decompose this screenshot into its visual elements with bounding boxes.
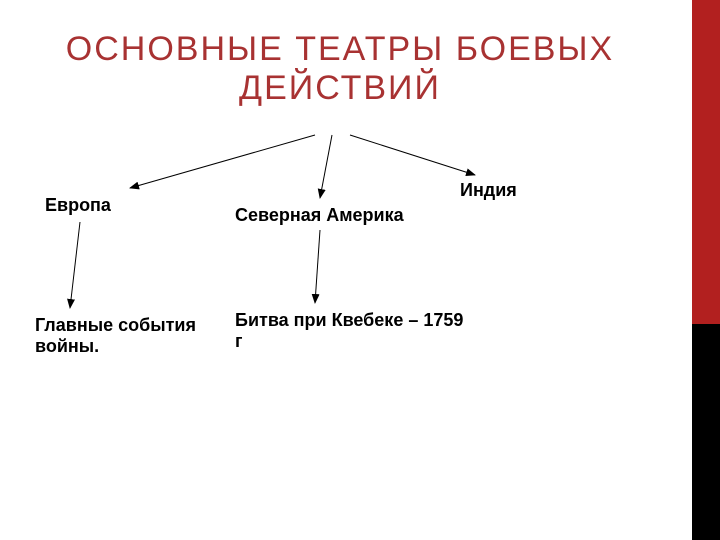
side-accent-bottom [692, 324, 720, 540]
diagram-node-namer: Северная Америка [235, 205, 455, 226]
diagram-node-europe: Европа [45, 195, 165, 216]
side-accent-stripe [692, 0, 720, 540]
edge-root-india [350, 135, 475, 175]
edge-root-namer [320, 135, 332, 198]
edge-europe-events [70, 222, 80, 308]
edge-namer-quebec [315, 230, 320, 303]
diagram-node-india: Индия [460, 180, 580, 201]
side-accent-top [692, 0, 720, 324]
slide-title: ОСНОВНЫЕ ТЕАТРЫ БОЕВЫХ ДЕЙСТВИЙ [0, 30, 680, 108]
slide: ОСНОВНЫЕ ТЕАТРЫ БОЕВЫХ ДЕЙСТВИЙ Европа Се… [0, 0, 720, 540]
diagram-node-events: Главные события войны. [35, 315, 235, 357]
diagram-node-quebec: Битва при Квебеке – 1759 г [235, 310, 465, 352]
edge-root-europe [130, 135, 315, 188]
